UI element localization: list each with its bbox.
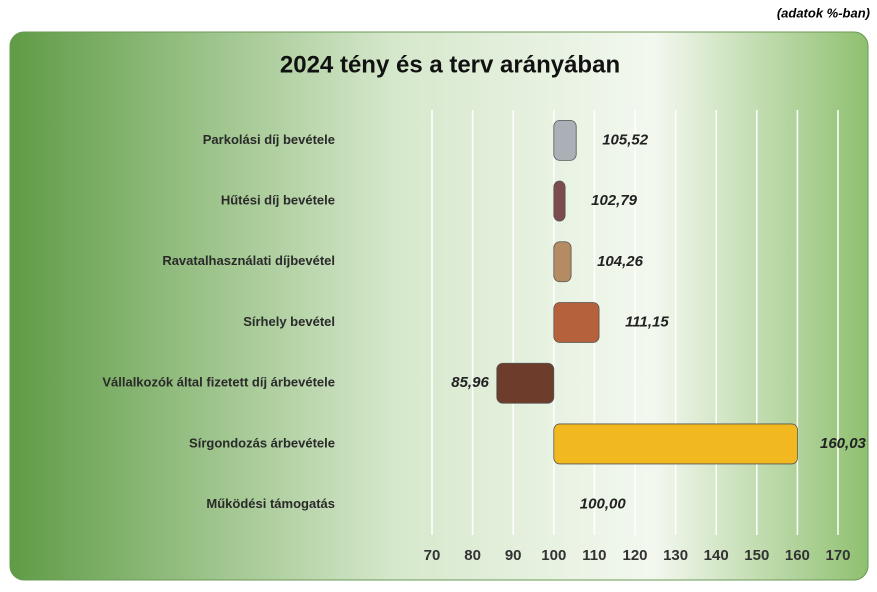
x-tick-label: 160 — [785, 547, 810, 564]
y-tick-label: Hűtési díj bevétele — [221, 193, 335, 208]
value-label: 102,79 — [591, 192, 638, 209]
value-label: 105,52 — [602, 131, 649, 148]
value-label: 85,96 — [451, 374, 489, 391]
bar — [553, 302, 600, 343]
x-tick-label: 150 — [744, 547, 769, 564]
x-tick-label: 170 — [825, 547, 850, 564]
y-tick-label: Működési támogatás — [206, 496, 335, 511]
x-tick-label: 120 — [622, 547, 647, 564]
bar — [553, 119, 577, 161]
x-tick-label: 90 — [505, 547, 522, 564]
chart-title: 2024 tény és a terv arányában — [280, 51, 620, 78]
value-label: 100,00 — [580, 496, 627, 513]
x-tick-label: 130 — [663, 547, 688, 564]
value-label: 111,15 — [625, 313, 669, 330]
x-tick-label: 110 — [582, 547, 606, 564]
value-label: 160,03 — [820, 435, 867, 452]
y-tick-label: Ravatalhasználati díjbevétel — [162, 253, 335, 268]
x-tick-label: 80 — [464, 547, 481, 564]
subtitle: (adatok %-ban) — [777, 5, 870, 20]
bar — [553, 423, 798, 465]
bar — [496, 362, 555, 404]
panel — [9, 31, 869, 581]
value-label: 104,26 — [597, 253, 644, 270]
y-tick-label: Parkolási díj bevétele — [203, 132, 335, 147]
x-tick-label: 100 — [541, 547, 566, 564]
bar — [553, 180, 566, 222]
x-tick-label: 140 — [704, 547, 729, 564]
x-tick-label: 70 — [424, 547, 441, 564]
y-tick-label: Vállalkozók által fizetett díj árbevétel… — [102, 375, 335, 390]
y-tick-label: Sírhely bevétel — [243, 314, 335, 329]
bar — [553, 241, 572, 283]
y-tick-label: Sírgondozás árbevétele — [189, 435, 335, 450]
